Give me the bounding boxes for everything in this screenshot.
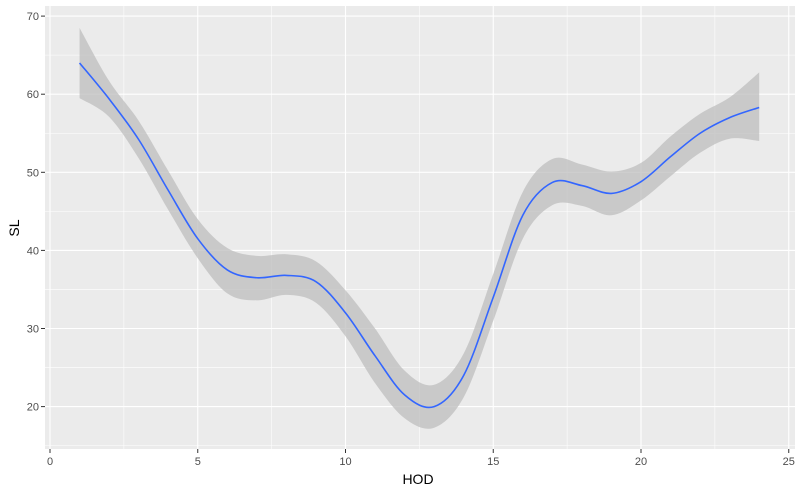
y-axis-title: SL bbox=[6, 219, 22, 236]
y-axis: 20 30 40 50 60 70 bbox=[27, 11, 45, 414]
x-tick-label: 15 bbox=[487, 456, 499, 468]
y-tick-label: 50 bbox=[27, 167, 39, 179]
plot-panel bbox=[45, 6, 795, 449]
y-tick-label: 20 bbox=[27, 402, 39, 414]
y-tick-label: 60 bbox=[27, 89, 39, 101]
y-tick-label: 30 bbox=[27, 324, 39, 336]
y-tick-label: 70 bbox=[27, 11, 39, 23]
x-tick-label: 25 bbox=[783, 456, 795, 468]
x-tick-label: 5 bbox=[195, 456, 201, 468]
smooth-line bbox=[78, 62, 760, 409]
x-axis-title: HOD bbox=[402, 471, 433, 487]
x-tick-label: 20 bbox=[635, 456, 647, 468]
x-tick-label: 0 bbox=[47, 456, 53, 468]
x-tick-label: 10 bbox=[339, 456, 351, 468]
y-tick-label: 40 bbox=[27, 245, 39, 257]
minor-gridlines bbox=[45, 6, 795, 449]
x-axis: 0 5 10 15 20 25 bbox=[47, 449, 795, 468]
